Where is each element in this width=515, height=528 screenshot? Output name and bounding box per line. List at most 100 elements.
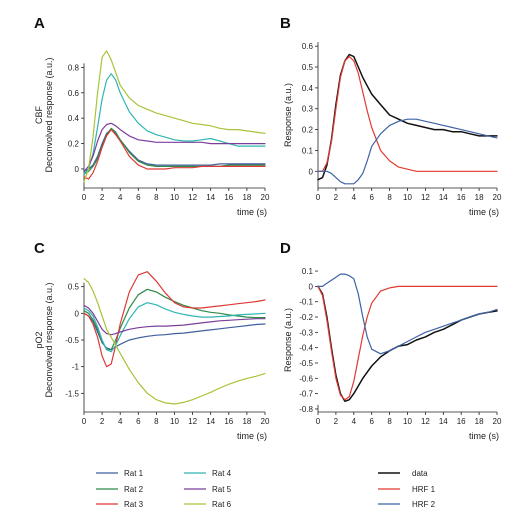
y-tick-label: -1 xyxy=(72,363,80,372)
chart-panel-a: 0 2 4 6 8 10 12 14 16 18 20 0 0.2 0.4 0.6 0.8 time (s) De… xyxy=(34,50,270,217)
x-tick-label: 10 xyxy=(170,193,179,202)
legend-label-rat-4: Rat 4 xyxy=(212,469,232,478)
series-line-rat-1 xyxy=(83,312,266,351)
y-axis-title: Response (a.u.) xyxy=(283,308,293,372)
y-tick-label: 0.5 xyxy=(302,63,314,72)
x-tick-label: 0 xyxy=(82,417,87,426)
x-tick-label: 14 xyxy=(206,417,215,426)
y-tick-label: 0.1 xyxy=(302,146,314,155)
chart-panel-c: 0 2 4 6 8 10 12 14 16 18 20 -1.5 -1 -0.5 0 0.5 time (s) D… xyxy=(34,271,270,441)
y-tick-label: 0.8 xyxy=(68,63,80,72)
legend-label-rat-3: Rat 3 xyxy=(124,500,144,509)
series-line-rat-5 xyxy=(83,304,266,336)
x-tick-label: 8 xyxy=(387,193,392,202)
x-tick-label: 10 xyxy=(403,193,412,202)
y-tick-label: -0.1 xyxy=(299,298,313,307)
y-tick-label: 0 xyxy=(75,165,80,174)
x-axis-title: time (s) xyxy=(469,207,499,217)
x-tick-label: 4 xyxy=(352,193,357,202)
series-line-rat-6 xyxy=(83,50,266,183)
panel-letter-d: D xyxy=(280,240,291,257)
x-tick-label: 14 xyxy=(206,193,215,202)
series-line-rat-4 xyxy=(83,302,266,353)
series-line-rat-3 xyxy=(83,271,266,368)
x-axis-title: time (s) xyxy=(237,431,267,441)
x-tick-label: 18 xyxy=(242,193,251,202)
y-axis-title: Deconvolved response (a.u.) xyxy=(44,57,54,172)
y-tick-label: 0 xyxy=(309,282,314,291)
y-tick-label: 0.5 xyxy=(68,283,80,292)
y-tick-label: 0.1 xyxy=(302,267,314,276)
x-tick-label: 6 xyxy=(136,193,141,202)
y-tick-label: -0.8 xyxy=(299,405,313,414)
x-tick-label: 6 xyxy=(369,417,374,426)
x-axis-title: time (s) xyxy=(469,431,499,441)
x-tick-label: 10 xyxy=(170,417,179,426)
legend-label-rat-6: Rat 6 xyxy=(212,500,232,509)
x-tick-label: 16 xyxy=(457,417,466,426)
y-axis-title: Response (a.u.) xyxy=(283,83,293,147)
x-tick-label: 8 xyxy=(154,417,159,426)
x-tick-label: 14 xyxy=(439,417,448,426)
x-tick-label: 8 xyxy=(154,193,159,202)
x-tick-label: 4 xyxy=(352,417,357,426)
y-tick-label: 0.4 xyxy=(68,114,80,123)
x-tick-label: 0 xyxy=(316,193,321,202)
y-tick-label: 0.6 xyxy=(68,89,80,98)
chart-panel-b: 0 2 4 6 8 10 12 14 16 18 20 0 0.1 0.2 0.3 0.4 0.5 0.6 time… xyxy=(283,42,502,217)
x-tick-label: 12 xyxy=(421,417,430,426)
y-tick-label: 0.4 xyxy=(302,84,314,93)
x-tick-label: 2 xyxy=(100,417,105,426)
x-tick-label: 20 xyxy=(493,417,502,426)
x-tick-label: 18 xyxy=(242,417,251,426)
x-tick-label: 20 xyxy=(493,193,502,202)
series-line-hrf-1 xyxy=(317,55,498,172)
x-tick-label: 2 xyxy=(334,417,339,426)
x-tick-label: 0 xyxy=(316,417,321,426)
x-tick-label: 16 xyxy=(457,193,466,202)
y-tick-label: -0.5 xyxy=(65,336,79,345)
y-tick-label: -1.5 xyxy=(65,389,79,398)
x-tick-label: 12 xyxy=(188,417,197,426)
series-line-hrf-1 xyxy=(317,285,498,401)
x-tick-label: 20 xyxy=(261,193,270,202)
legend-label-hrf-1: HRF 1 xyxy=(412,485,436,494)
legend-label-rat-1: Rat 1 xyxy=(124,469,144,478)
y-tick-label: 0.6 xyxy=(302,42,314,51)
series-line-rat-3 xyxy=(83,129,266,180)
legend-fit: data HRF 1 HRF 2 xyxy=(378,469,436,509)
y-axis-title: Deconvolved response (a.u.) xyxy=(44,282,54,397)
legend-label-rat-2: Rat 2 xyxy=(124,485,144,494)
measure-label: pO2 xyxy=(34,331,44,348)
x-tick-label: 18 xyxy=(475,417,484,426)
x-tick-label: 12 xyxy=(188,193,197,202)
x-tick-label: 12 xyxy=(421,193,430,202)
x-tick-label: 6 xyxy=(369,193,374,202)
legend-label-data: data xyxy=(412,469,428,478)
x-tick-label: 18 xyxy=(475,193,484,202)
x-tick-label: 2 xyxy=(334,193,339,202)
legend-label-rat-5: Rat 5 xyxy=(212,485,232,494)
x-tick-label: 10 xyxy=(403,417,412,426)
y-tick-label: -0.2 xyxy=(299,313,313,322)
x-tick-label: 16 xyxy=(224,193,233,202)
panel-letter-c: C xyxy=(34,240,45,257)
legend-rats: Rat 1 Rat 2 Rat 3 Rat 4 Rat 5 Rat 6 xyxy=(96,469,232,509)
series-line-hrf-2 xyxy=(317,273,498,355)
series-line-rat-6 xyxy=(83,278,266,405)
y-tick-label: -0.5 xyxy=(299,359,313,368)
chart-panel-d: 0 2 4 6 8 10 12 14 16 18 20 0.1 0 -0.1 -0.2 -0.3 -0.4 -0.… xyxy=(283,267,502,441)
x-tick-label: 4 xyxy=(118,417,123,426)
panel-letter-a: A xyxy=(34,15,45,32)
y-tick-label: -0.3 xyxy=(299,328,313,337)
series-line-rat-1 xyxy=(83,129,266,173)
y-tick-label: 0.2 xyxy=(68,140,80,149)
x-tick-label: 2 xyxy=(100,193,105,202)
y-tick-label: 0 xyxy=(75,309,80,318)
measure-label: CBF xyxy=(34,105,44,124)
x-tick-label: 0 xyxy=(82,193,87,202)
x-tick-label: 16 xyxy=(224,417,233,426)
x-tick-label: 4 xyxy=(118,193,123,202)
legend-label-hrf-2: HRF 2 xyxy=(412,500,436,509)
